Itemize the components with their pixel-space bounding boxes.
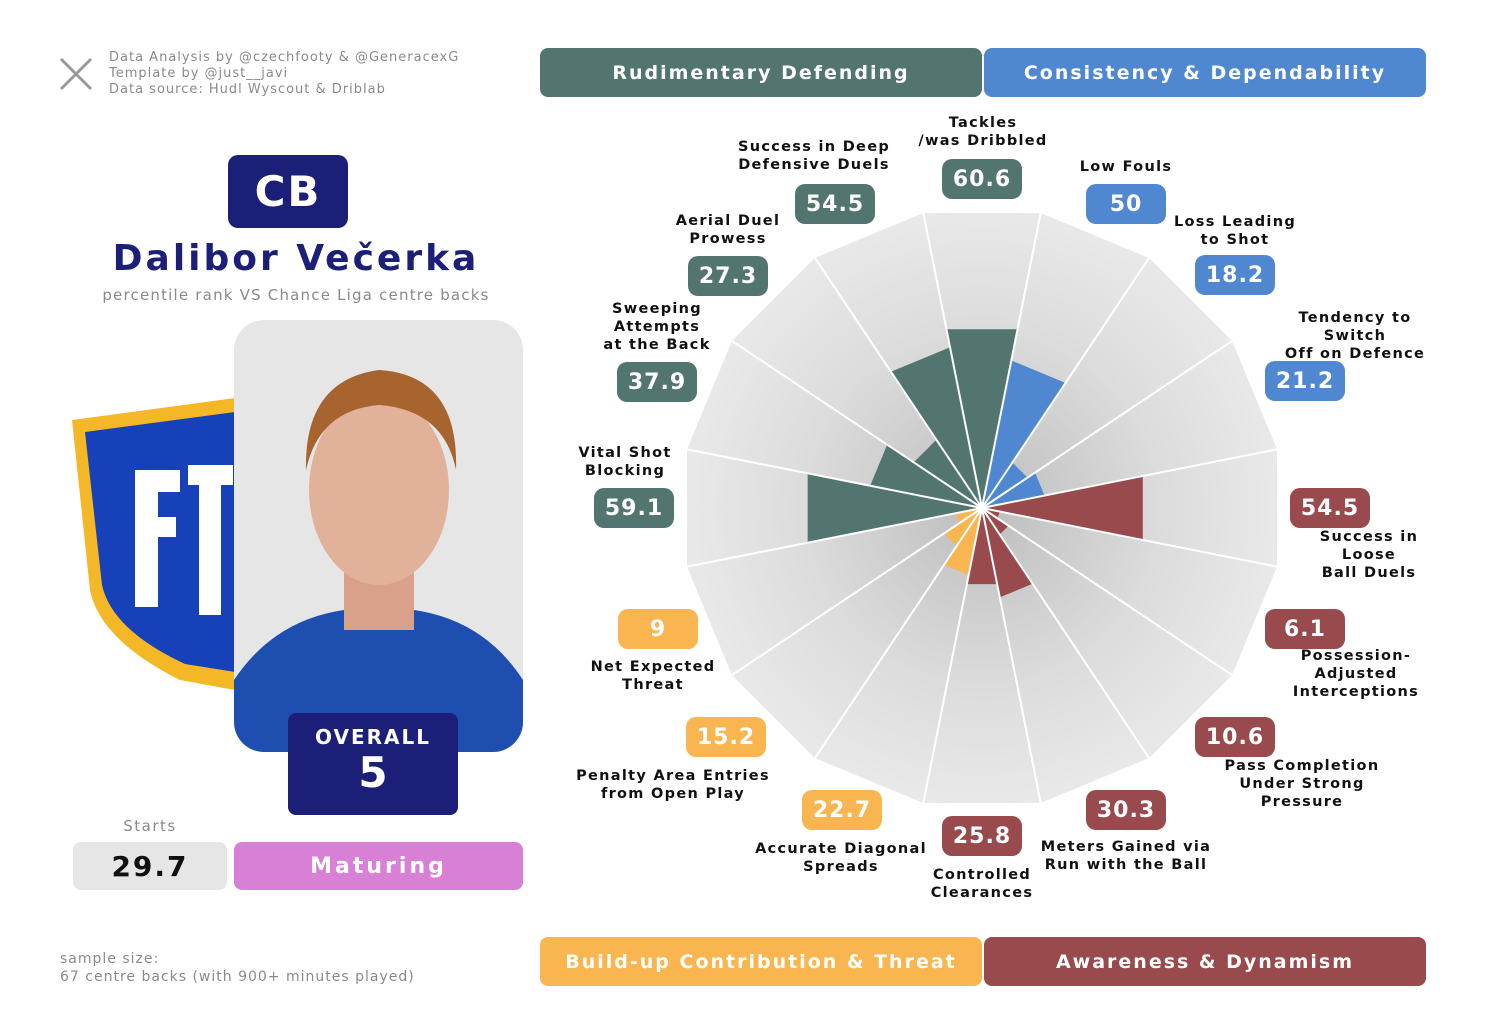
metric-label: Low Fouls	[1079, 159, 1173, 175]
metric-label: Penalty Area Entries from Open Play	[576, 768, 770, 802]
credit-line: Template by @just__javi	[109, 66, 289, 81]
sector-divider	[981, 257, 1150, 509]
sector-divider	[731, 507, 983, 676]
group-header: Build-up Contribution & Threat	[540, 937, 982, 986]
metric-label: Tackles /was Dribbled	[918, 115, 1048, 149]
sector-divider	[686, 448, 983, 509]
club-crest	[72, 398, 235, 690]
sector-divider	[981, 448, 1278, 509]
metric-label: Sweeping Attempts at the Back	[603, 301, 711, 353]
metric-label: Pass Completion Under Strong Pressure	[1224, 758, 1380, 810]
metric-label: Loss Leading to Shot	[1173, 214, 1297, 248]
bar	[982, 462, 1028, 508]
value-badge: 54.5	[795, 184, 875, 224]
value-badge: 22.7	[802, 790, 882, 830]
metric-label: Meters Gained via Run with the Ball	[1040, 839, 1212, 873]
value-badge: 37.9	[617, 362, 697, 402]
bar	[982, 360, 1066, 508]
sample-size: sample size: 67 centre backs (with 900+ …	[60, 950, 415, 986]
sector-divider	[814, 257, 983, 509]
credit-line: Data source: Hudl Wyscout & Driblab	[109, 82, 386, 97]
value-badge: 54.5	[1290, 488, 1370, 528]
starts-value: 29.7	[73, 842, 227, 890]
group-header: Consistency & Dependability	[984, 48, 1426, 97]
overall-label: OVERALL	[315, 725, 431, 749]
value-badge: 18.2	[1195, 255, 1275, 295]
credit-line: Data Analysis by @czechfooty & @Generace…	[109, 50, 460, 65]
sector-divider	[922, 212, 983, 509]
bar	[870, 444, 982, 508]
metric-label: Possession-Adjusted Interceptions	[1292, 648, 1420, 700]
sector-divider	[981, 340, 1233, 509]
subtitle: percentile rank VS Chance Liga centre ba…	[102, 286, 490, 304]
sector-divider	[981, 507, 1150, 759]
overall-box: OVERALL 5	[288, 713, 458, 815]
bar	[890, 347, 982, 508]
metric-label: Success in Loose Ball Duels	[1319, 529, 1419, 581]
bar	[966, 508, 998, 585]
bar	[982, 508, 1009, 535]
sample-line: 67 centre backs (with 900+ minutes playe…	[60, 969, 415, 985]
development-tag: Maturing	[234, 842, 523, 890]
metric-label: Controlled Clearances	[930, 867, 1034, 901]
value-badge: 25.8	[942, 816, 1022, 856]
sample-line: sample size:	[60, 951, 160, 967]
overall-value: 5	[358, 748, 388, 797]
credits: Data Analysis by @czechfooty & @Generace…	[109, 50, 459, 98]
sector-divider	[686, 507, 983, 568]
sector-divider	[814, 507, 983, 759]
value-badge: 21.2	[1265, 361, 1345, 401]
bar	[982, 476, 1143, 540]
bar	[944, 508, 982, 575]
bar	[946, 329, 1018, 508]
sector-divider	[922, 507, 983, 804]
metric-label: Vital Shot Blocking	[578, 445, 672, 479]
value-badge: 6.1	[1265, 609, 1345, 649]
metric-label: Aerial Duel Prowess	[675, 213, 781, 247]
value-badge: 9	[618, 609, 698, 649]
group-header: Awareness & Dynamism	[984, 937, 1426, 986]
group-header: Rudimentary Defending	[540, 48, 982, 97]
bar	[943, 508, 982, 547]
value-badge: 50	[1086, 184, 1166, 224]
value-badge: 59.1	[594, 488, 674, 528]
bar	[913, 439, 982, 508]
sector-divider	[981, 507, 1233, 676]
sector-divider	[981, 212, 1042, 509]
sector-divider	[981, 507, 1042, 804]
value-badge: 27.3	[688, 256, 768, 296]
metric-label: Accurate Diagonal Spreads	[755, 841, 927, 875]
value-badge: 60.6	[942, 159, 1022, 199]
starts-label: Starts	[123, 817, 177, 835]
value-badge: 15.2	[686, 717, 766, 757]
bar	[982, 472, 1045, 508]
value-badge: 10.6	[1195, 717, 1275, 757]
x-logo	[59, 57, 93, 91]
sector-divider	[731, 340, 983, 509]
bar	[982, 508, 1033, 598]
sector-divider	[981, 507, 1278, 568]
value-badge: 30.3	[1086, 790, 1166, 830]
bar	[807, 473, 982, 543]
player-name: Dalibor Večerka	[112, 238, 480, 279]
metric-label: Success in Deep Defensive Duels	[737, 139, 891, 173]
metric-label: Tendency to Switch Off on Defence	[1284, 310, 1426, 362]
metric-label: Net Expected Threat	[590, 659, 716, 693]
position-badge: CB	[228, 155, 348, 228]
